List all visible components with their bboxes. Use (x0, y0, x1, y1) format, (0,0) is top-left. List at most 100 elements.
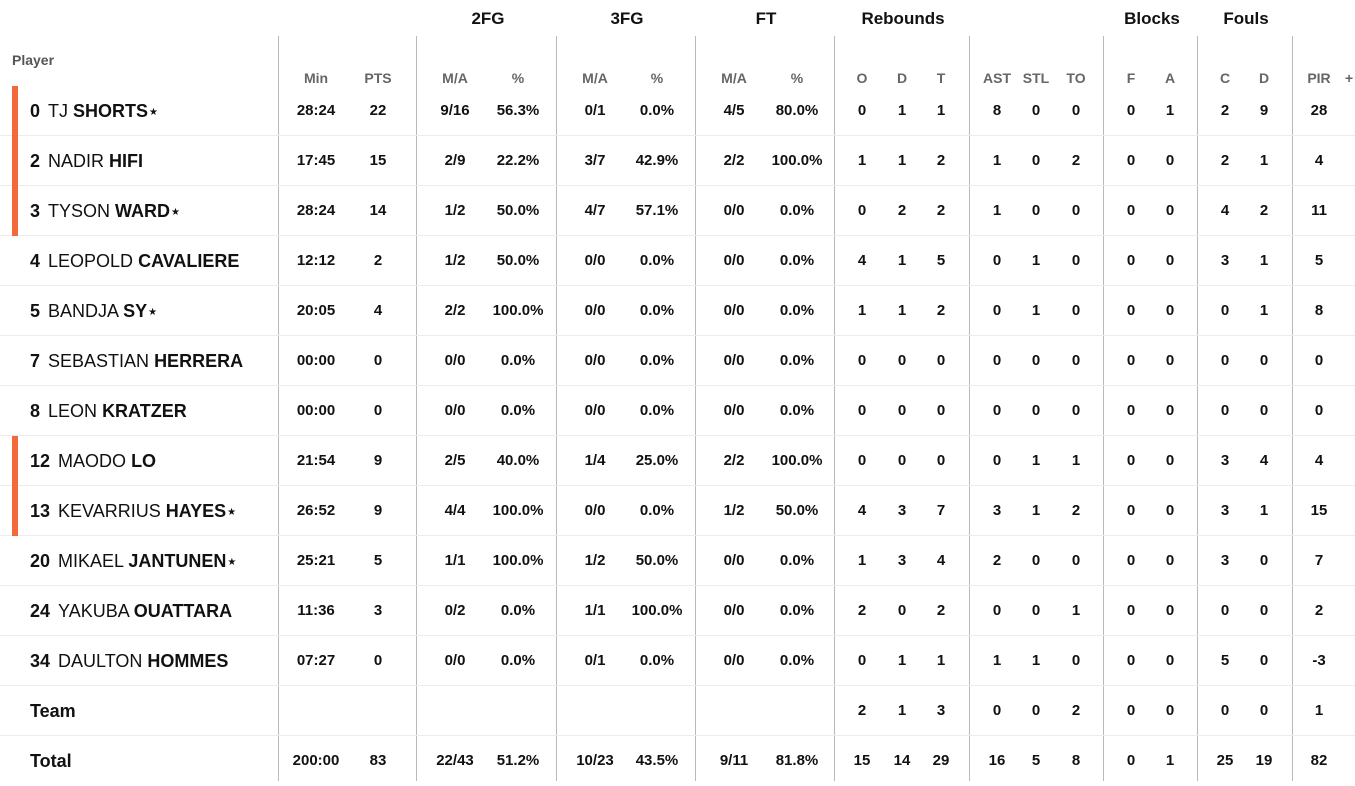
stat-min: 11:36 (297, 602, 335, 619)
stat-ft-pct: 0.0% (779, 602, 815, 619)
stat-2fg-pct: 0.0% (500, 652, 536, 669)
stat-blk-a: 0 (1165, 352, 1175, 369)
player-number: 2 (30, 151, 41, 171)
stat-reb-o: 0 (857, 202, 867, 219)
player-name[interactable]: 5 BANDJA SY★ (30, 286, 157, 336)
player-name[interactable]: 34 DAULTON HOMMES (30, 636, 228, 686)
stat-to: 2 (1071, 502, 1081, 519)
col-header-reb-t[interactable]: T (936, 70, 946, 86)
col-header-ft-pct[interactable]: % (790, 70, 804, 86)
stat-min: 25:21 (296, 552, 336, 569)
stat-foul-c: 0 (1220, 602, 1230, 619)
stat-pts: 15 (369, 152, 387, 169)
col-header-foul-d[interactable]: D (1258, 70, 1270, 86)
col-header-pts[interactable]: PTS (364, 70, 392, 86)
col-header-2fg-ma[interactable]: M/A (442, 70, 468, 86)
stat-ft-ma: 0/0 (723, 352, 745, 369)
col-header-3fg-ma[interactable]: M/A (582, 70, 608, 86)
stat-ft-pct: 0.0% (779, 202, 815, 219)
player-name[interactable]: 7 SEBASTIAN HERRERA (30, 336, 243, 386)
stat-3fg-ma: 0/0 (584, 402, 606, 419)
column-divider (1197, 36, 1198, 781)
stat-foul-c: 0 (1220, 302, 1230, 319)
stat-blk-f: 0 (1126, 652, 1136, 669)
stat-blk-f: 0 (1126, 102, 1136, 119)
col-header-reb-d[interactable]: D (896, 70, 908, 86)
stat-foul-d: 0 (1259, 652, 1269, 669)
stat-3fg-pct: 0.0% (639, 302, 675, 319)
stat-blk-f: 0 (1126, 602, 1136, 619)
stat-foul-d: 9 (1259, 102, 1269, 119)
stat-blk-f: 0 (1126, 452, 1136, 469)
stat-reb-o: 2 (857, 602, 867, 619)
player-name[interactable]: 4 LEOPOLD CAVALIERE (30, 236, 239, 286)
player-name[interactable]: 0 TJ SHORTS★ (30, 86, 158, 136)
col-header-2fg-pct[interactable]: % (511, 70, 525, 86)
player-first-name: MIKAEL (58, 551, 124, 571)
player-column-header[interactable]: Player (12, 52, 55, 68)
col-header-blk-a[interactable]: A (1164, 70, 1176, 86)
player-number: 8 (30, 401, 41, 421)
player-row: 13 KEVARRIUS HAYES★ 26:52 9 4/4 100.0% 0/0 0.0%… (0, 486, 1355, 536)
stat-to: 0 (1071, 102, 1081, 119)
player-last-name: JANTUNEN (128, 551, 227, 571)
stat-2fg-ma: 9/16 (440, 102, 470, 119)
col-header-stl[interactable]: STL (1022, 70, 1050, 86)
player-last-name: OUATTARA (133, 601, 233, 621)
stat-pir: 28 (1310, 102, 1328, 119)
stat-pir: 2 (1314, 602, 1324, 619)
col-header-foul-c[interactable]: C (1219, 70, 1231, 86)
stat-stl: 0 (1031, 402, 1041, 419)
player-name[interactable]: 24 YAKUBA OUATTARA (30, 586, 232, 636)
stat-reb-t: 3 (936, 702, 946, 719)
player-name[interactable]: 20 MIKAEL JANTUNEN★ (30, 536, 236, 586)
stat-foul-c: 4 (1220, 202, 1230, 219)
stat-2fg-ma: 1/1 (444, 552, 466, 569)
player-name[interactable]: 8 LEON KRATZER (30, 386, 187, 436)
stat-foul-d: 1 (1259, 252, 1269, 269)
stat-reb-o: 15 (853, 752, 871, 769)
stat-reb-d: 1 (897, 652, 907, 669)
star-icon: ★ (148, 307, 158, 318)
col-header-pir[interactable]: PIR (1307, 70, 1331, 86)
starter-indicator (12, 436, 18, 486)
player-name[interactable]: 12 MAODO LO (30, 436, 156, 486)
col-header-reb-o[interactable]: O (856, 70, 868, 86)
stat-reb-d: 0 (897, 452, 907, 469)
col-header-ft-ma[interactable]: M/A (721, 70, 747, 86)
stat-reb-o: 2 (857, 702, 867, 719)
stat-ft-pct: 81.8% (775, 752, 819, 769)
stat-min: 26:52 (296, 502, 336, 519)
col-header-ast[interactable]: AST (983, 70, 1011, 86)
stat-pts: 83 (369, 752, 387, 769)
stat-2fg-ma: 1/2 (444, 252, 466, 269)
player-name[interactable]: 13 KEVARRIUS HAYES★ (30, 486, 236, 536)
stat-ft-pct (759, 686, 835, 736)
col-header-blk-f[interactable]: F (1126, 70, 1136, 86)
stat-stl: 0 (1031, 702, 1041, 719)
stat-3fg-ma: 10/23 (576, 752, 614, 769)
stat-2fg-pct: 100.0% (492, 552, 544, 569)
star-icon: ★ (227, 507, 237, 518)
stat-ast: 0 (992, 602, 1002, 619)
stat-pts: 4 (373, 302, 383, 319)
col-header-min[interactable]: Min (303, 70, 329, 86)
stat-blk-a: 1 (1165, 752, 1175, 769)
stat-3fg-ma: 4/7 (584, 202, 606, 219)
player-name[interactable]: 3 TYSON WARD★ (30, 186, 180, 236)
stat-2fg-pct: 100.0% (492, 502, 544, 519)
col-header-to[interactable]: TO (1066, 70, 1086, 86)
stat-stl: 1 (1031, 252, 1041, 269)
player-name[interactable]: 2 NADIR HIFI (30, 136, 143, 186)
stat-3fg-ma: 0/0 (584, 302, 606, 319)
stat-foul-d: 1 (1259, 502, 1269, 519)
stat-2fg-ma: 22/43 (436, 752, 474, 769)
player-first-name: YAKUBA (58, 601, 129, 621)
stat-3fg-pct: 25.0% (635, 452, 679, 469)
stat-foul-c: 2 (1220, 152, 1230, 169)
stat-3fg-ma: 1/1 (584, 602, 606, 619)
col-header-3fg-pct[interactable]: % (650, 70, 664, 86)
stat-blk-f: 0 (1126, 552, 1136, 569)
col-header-plus-minus[interactable]: + (1345, 70, 1354, 86)
stat-ft-ma: 4/5 (723, 102, 745, 119)
